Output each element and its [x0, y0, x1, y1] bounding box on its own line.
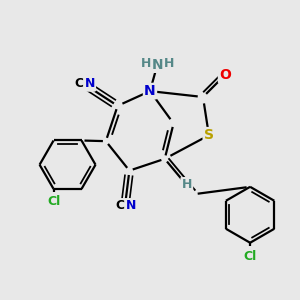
Text: H: H: [164, 57, 174, 70]
Text: N: N: [85, 77, 95, 90]
Text: S: S: [204, 128, 214, 142]
Text: C: C: [74, 77, 83, 90]
Text: C: C: [115, 200, 124, 212]
Text: N: N: [84, 77, 94, 90]
Text: C: C: [115, 200, 124, 212]
Text: Cl: Cl: [244, 250, 257, 262]
Text: N: N: [125, 200, 136, 212]
Text: N: N: [126, 200, 136, 212]
Text: Cl: Cl: [47, 195, 60, 208]
Text: N: N: [152, 58, 164, 72]
Text: O: O: [219, 68, 231, 82]
Text: C: C: [74, 77, 83, 90]
Text: H: H: [182, 178, 192, 191]
Text: H: H: [141, 57, 152, 70]
Text: N: N: [144, 84, 156, 98]
